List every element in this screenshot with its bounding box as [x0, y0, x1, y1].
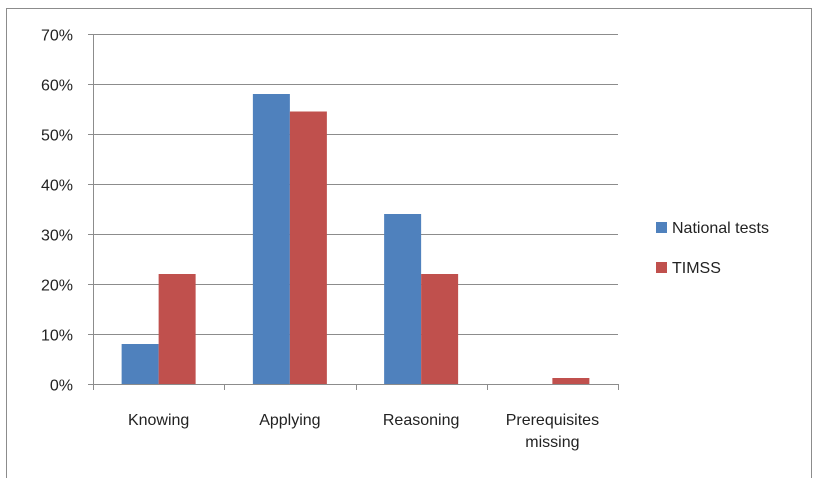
y-tick-label: 30% [41, 228, 73, 245]
y-axis-ticks: 0% 10% 20% 30% 40% 50% 60% 70% [41, 28, 93, 395]
chart-frame [6, 8, 812, 478]
legend: National tests TIMSS [656, 220, 769, 277]
bar-national-tests-knowing [121, 344, 159, 384]
axes [93, 34, 619, 390]
x-tick-label: Knowing [128, 412, 189, 429]
y-tick-label: 10% [41, 328, 73, 345]
legend-swatch [656, 262, 667, 273]
x-tick-label: Prerequisites [506, 412, 599, 429]
x-tick-label: Applying [259, 412, 320, 429]
bar-national-tests-reasoning [384, 214, 422, 384]
legend-label: TIMSS [672, 260, 721, 277]
bar-timss-prerequisites-missing [552, 378, 590, 384]
y-tick-label: 60% [41, 78, 73, 95]
y-tick-label: 20% [41, 278, 73, 295]
y-tick-label: 40% [41, 178, 73, 195]
bar-national-tests-applying [252, 94, 290, 384]
x-tick-label: Reasoning [383, 412, 460, 429]
y-tick-label: 50% [41, 128, 73, 145]
x-axis-labels: Knowing Applying Reasoning Prerequisites mis… [128, 412, 599, 451]
y-tick-label: 0% [50, 378, 73, 395]
legend-swatch [656, 222, 667, 233]
legend-label: National tests [672, 220, 769, 237]
bar-timss-applying [289, 111, 327, 384]
bar-timss-knowing [158, 274, 196, 384]
bar-timss-reasoning [421, 274, 459, 384]
y-tick-label: 70% [41, 28, 73, 45]
bars [121, 94, 590, 384]
x-tick-label: missing [525, 434, 579, 451]
